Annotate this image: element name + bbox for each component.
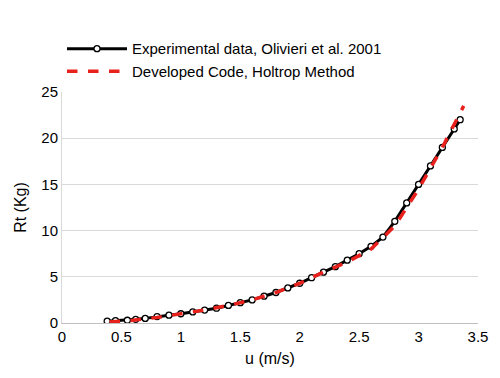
svg-text:0: 0 (50, 314, 58, 331)
svg-text:3.5: 3.5 (468, 328, 489, 345)
svg-text:Developed Code, Holtrop Method: Developed Code, Holtrop Method (132, 63, 355, 80)
svg-text:1.5: 1.5 (230, 328, 251, 345)
svg-text:0: 0 (58, 328, 66, 345)
svg-text:Rt (Kg): Rt (Kg) (12, 182, 29, 233)
svg-text:20: 20 (41, 129, 58, 146)
svg-text:3: 3 (414, 328, 422, 345)
svg-text:u (m/s): u (m/s) (245, 350, 295, 367)
svg-text:1: 1 (177, 328, 185, 345)
svg-text:25: 25 (41, 83, 58, 100)
svg-text:0.5: 0.5 (111, 328, 132, 345)
svg-text:2.5: 2.5 (349, 328, 370, 345)
svg-text:Experimental data, Olivieri et: Experimental data, Olivieri et al. 2001 (132, 40, 381, 57)
svg-text:15: 15 (41, 176, 58, 193)
svg-text:5: 5 (50, 268, 58, 285)
svg-text:10: 10 (41, 222, 58, 239)
svg-text:2: 2 (296, 328, 304, 345)
